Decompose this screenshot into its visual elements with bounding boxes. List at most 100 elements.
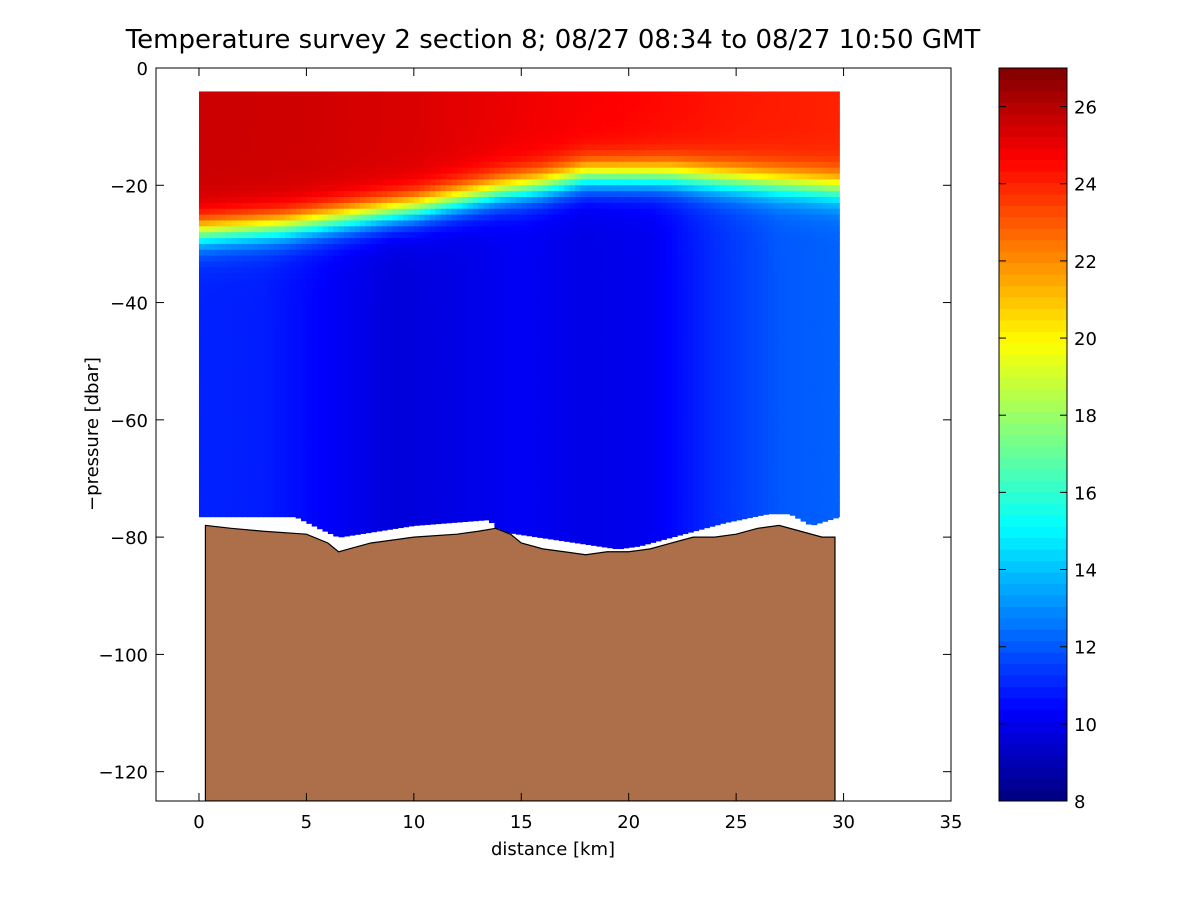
temperature-cell bbox=[510, 214, 517, 222]
temperature-cell bbox=[381, 103, 388, 110]
temperature-cell bbox=[231, 425, 238, 433]
temperature-cell bbox=[392, 197, 399, 204]
temperature-cell bbox=[317, 449, 324, 456]
temperature-cell bbox=[494, 226, 501, 233]
temperature-cell bbox=[489, 466, 496, 474]
temperature-cell bbox=[295, 214, 302, 222]
temperature-cell bbox=[209, 290, 216, 298]
temperature-cell bbox=[397, 396, 404, 403]
temperature-cell bbox=[451, 460, 458, 468]
temperature-cell bbox=[349, 191, 356, 198]
temperature-cell bbox=[209, 202, 216, 210]
temperature-cell bbox=[472, 132, 479, 139]
temperature-cell bbox=[376, 378, 383, 386]
temperature-cell bbox=[381, 197, 388, 204]
temperature-cell bbox=[478, 202, 485, 210]
temperature-cell bbox=[532, 120, 538, 128]
temperature-cell bbox=[252, 396, 259, 403]
temperature-cell bbox=[231, 155, 238, 163]
temperature-cell bbox=[241, 460, 248, 468]
temperature-cell bbox=[548, 326, 555, 333]
temperature-cell bbox=[236, 496, 243, 503]
temperature-cell bbox=[392, 478, 399, 485]
temperature-cell bbox=[489, 408, 496, 415]
temperature-cell bbox=[209, 208, 216, 216]
temperature-cell bbox=[295, 378, 302, 386]
temperature-cell bbox=[526, 243, 533, 251]
temperature-cell bbox=[284, 267, 291, 274]
temperature-cell bbox=[553, 355, 560, 362]
temperature-cell bbox=[284, 173, 291, 181]
temperature-cell bbox=[403, 214, 410, 222]
temperature-cell bbox=[225, 490, 232, 497]
temperature-cell bbox=[413, 138, 420, 145]
temperature-cell bbox=[532, 302, 538, 310]
temperature-cell bbox=[456, 455, 463, 462]
temperature-cell bbox=[284, 455, 291, 462]
temperature-cell bbox=[376, 361, 383, 368]
temperature-cell bbox=[532, 232, 538, 239]
temperature-cell bbox=[322, 507, 329, 515]
temperature-cell bbox=[483, 367, 490, 374]
temperature-cell bbox=[446, 126, 453, 134]
temperature-cell bbox=[365, 232, 372, 239]
temperature-cell bbox=[317, 408, 324, 415]
temperature-cell bbox=[204, 419, 211, 427]
temperature-cell bbox=[499, 419, 506, 427]
temperature-cell bbox=[408, 355, 415, 362]
temperature-cell bbox=[532, 173, 538, 181]
temperature-cell bbox=[483, 425, 490, 433]
temperature-cell bbox=[462, 197, 469, 204]
temperature-cell bbox=[456, 114, 463, 122]
temperature-cell bbox=[499, 396, 506, 403]
temperature-cell bbox=[220, 91, 227, 98]
temperature-cell bbox=[472, 472, 479, 480]
temperature-cell bbox=[268, 103, 275, 110]
temperature-cell bbox=[241, 337, 248, 345]
temperature-cell bbox=[446, 103, 453, 110]
temperature-cell bbox=[526, 372, 533, 380]
temperature-cell bbox=[537, 396, 544, 403]
temperature-cell bbox=[494, 167, 501, 175]
temperature-cell bbox=[333, 331, 340, 339]
temperature-cell bbox=[263, 384, 270, 392]
temperature-cell bbox=[236, 138, 243, 145]
temperature-cell bbox=[386, 367, 393, 374]
temperature-cell bbox=[386, 220, 393, 227]
temperature-cell bbox=[429, 238, 436, 245]
temperature-cell bbox=[403, 402, 410, 409]
temperature-cell bbox=[467, 249, 474, 257]
temperature-cell bbox=[295, 238, 302, 245]
temperature-cell bbox=[252, 460, 259, 468]
temperature-cell bbox=[515, 255, 522, 263]
temperature-cell bbox=[338, 161, 345, 169]
temperature-cell bbox=[499, 413, 506, 421]
temperature-cell bbox=[311, 296, 318, 304]
temperature-cell bbox=[295, 302, 302, 310]
temperature-cell bbox=[215, 109, 222, 116]
temperature-cell bbox=[274, 296, 281, 304]
temperature-cell bbox=[349, 466, 356, 474]
temperature-cell bbox=[301, 226, 307, 233]
temperature-cell bbox=[386, 314, 393, 321]
temperature-cell bbox=[440, 226, 447, 233]
temperature-cell bbox=[204, 320, 211, 327]
temperature-cell bbox=[301, 314, 307, 321]
temperature-cell bbox=[322, 525, 329, 532]
temperature-cell bbox=[435, 320, 442, 327]
temperature-cell bbox=[408, 132, 415, 139]
temperature-cell bbox=[397, 220, 404, 227]
temperature-cell bbox=[494, 455, 501, 462]
temperature-cell bbox=[301, 308, 307, 315]
temperature-cell bbox=[537, 308, 544, 315]
temperature-cell bbox=[338, 138, 345, 145]
temperature-cell bbox=[241, 443, 248, 450]
temperature-cell bbox=[451, 243, 458, 251]
temperature-cell bbox=[365, 132, 372, 139]
temperature-cell bbox=[381, 261, 388, 268]
temperature-cell bbox=[317, 114, 324, 122]
temperature-cell bbox=[451, 443, 458, 450]
temperature-cell bbox=[322, 261, 329, 268]
temperature-cell bbox=[397, 150, 404, 157]
temperature-cell bbox=[204, 296, 211, 304]
